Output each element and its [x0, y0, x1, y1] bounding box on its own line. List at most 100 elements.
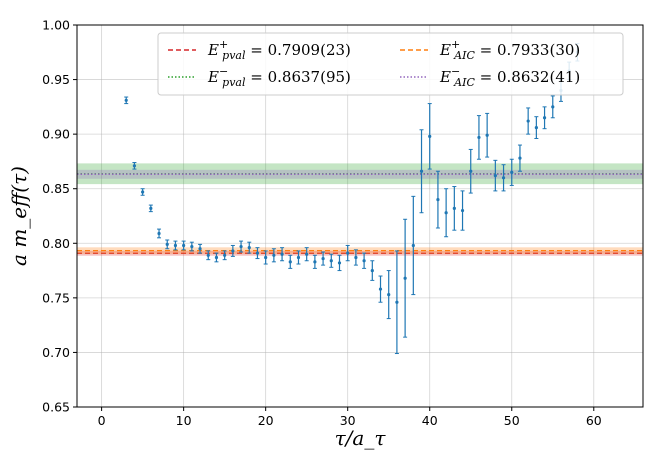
point-marker — [149, 206, 153, 210]
data-point — [247, 241, 252, 254]
data-point — [329, 253, 334, 268]
point-marker — [272, 253, 276, 257]
data-point — [124, 96, 129, 105]
point-marker — [124, 98, 128, 102]
legend-item: E+ AIC = 0.7933(30) — [400, 38, 580, 62]
data-point — [271, 248, 276, 263]
legend: E+ pval = 0.7909(23)E− pval = 0.8637(95)E+… — [157, 32, 624, 96]
x-tick-label: 30 — [340, 413, 356, 428]
point-marker — [280, 252, 284, 256]
data-point — [526, 107, 531, 135]
legend-label-sub: AIC — [453, 49, 475, 62]
fit-band-area — [77, 169, 643, 179]
data-point — [222, 250, 227, 261]
legend-label-value: = 0.8632(41) — [475, 68, 580, 86]
legend-label-main: E — [207, 68, 219, 86]
data-point — [312, 254, 317, 269]
data-point — [148, 204, 153, 213]
point-marker — [321, 256, 325, 261]
legend-label-sup: + — [219, 38, 228, 51]
point-marker — [288, 260, 292, 264]
legend-label-main: E — [439, 41, 451, 59]
point-marker — [469, 169, 473, 173]
data-points — [124, 43, 580, 355]
data-point — [411, 195, 416, 296]
point-marker — [411, 243, 415, 248]
data-point — [403, 218, 408, 338]
x-tick-label: 0 — [98, 413, 106, 428]
point-marker — [223, 253, 227, 257]
data-point — [288, 254, 293, 269]
data-point — [460, 190, 465, 231]
legend-label: E+ AIC = 0.7933(30) — [439, 38, 580, 62]
point-marker — [518, 156, 522, 160]
y-tick-label: 0.75 — [42, 290, 70, 305]
legend-label-value: = 0.7909(23) — [246, 41, 351, 59]
legend-label-sub: pval — [222, 76, 246, 89]
data-point — [198, 243, 203, 254]
legend-item: E− AIC = 0.8632(41) — [400, 65, 580, 89]
data-point — [206, 250, 211, 261]
axis-ticks: 0 10 20 30 40 50 60 0.65 0.70 0.75 0.80 0.85 0.90 0.9… — [42, 18, 602, 429]
data-point — [419, 129, 424, 214]
point-marker — [501, 176, 506, 180]
data-point — [386, 270, 391, 320]
data-point — [255, 247, 260, 260]
legend-label-sub: AIC — [453, 76, 475, 89]
point-marker — [428, 134, 432, 138]
point-marker — [337, 261, 342, 265]
data-point — [353, 249, 358, 266]
data-point — [189, 241, 194, 252]
point-marker — [534, 125, 538, 130]
data-point — [485, 112, 490, 158]
point-marker — [231, 249, 235, 253]
data-point — [239, 240, 244, 253]
point-marker — [206, 253, 210, 257]
data-point — [132, 162, 137, 170]
legend-label-value: = 0.7933(30) — [475, 41, 580, 59]
point-marker — [329, 259, 333, 263]
legend-label-main: E — [439, 68, 451, 86]
point-marker — [551, 105, 555, 109]
y-tick-label: 0.65 — [42, 400, 70, 415]
data-point — [427, 103, 432, 170]
data-point — [165, 239, 170, 250]
data-point — [509, 158, 514, 186]
data-point — [444, 188, 449, 238]
point-marker — [452, 206, 456, 210]
data-point — [501, 164, 506, 192]
point-marker — [255, 251, 260, 255]
data-point — [550, 95, 555, 119]
point-marker — [296, 255, 301, 260]
point-marker — [214, 255, 219, 260]
point-marker — [239, 244, 243, 249]
data-point — [263, 250, 268, 265]
point-marker — [141, 190, 145, 194]
y-tick-label: 0.70 — [42, 345, 70, 360]
data-point — [370, 260, 375, 281]
data-point — [476, 115, 481, 160]
point-marker — [313, 260, 317, 264]
x-tick-label: 50 — [504, 413, 520, 428]
point-marker — [542, 116, 547, 120]
point-marker — [460, 208, 465, 213]
y-tick-label: 1.00 — [42, 18, 70, 33]
data-point — [230, 244, 235, 257]
point-marker — [477, 135, 481, 140]
point-marker — [346, 251, 350, 255]
point-marker — [264, 255, 268, 260]
point-marker — [387, 292, 391, 297]
point-marker — [132, 164, 137, 168]
legend-item: E+ pval = 0.7909(23) — [168, 38, 351, 62]
data-point — [362, 252, 367, 269]
point-marker — [526, 119, 530, 123]
data-point — [378, 275, 383, 303]
point-marker — [157, 231, 161, 236]
point-marker — [510, 170, 514, 174]
point-marker — [190, 244, 194, 249]
data-point — [468, 148, 473, 194]
data-point — [394, 250, 399, 355]
point-marker — [436, 198, 440, 202]
